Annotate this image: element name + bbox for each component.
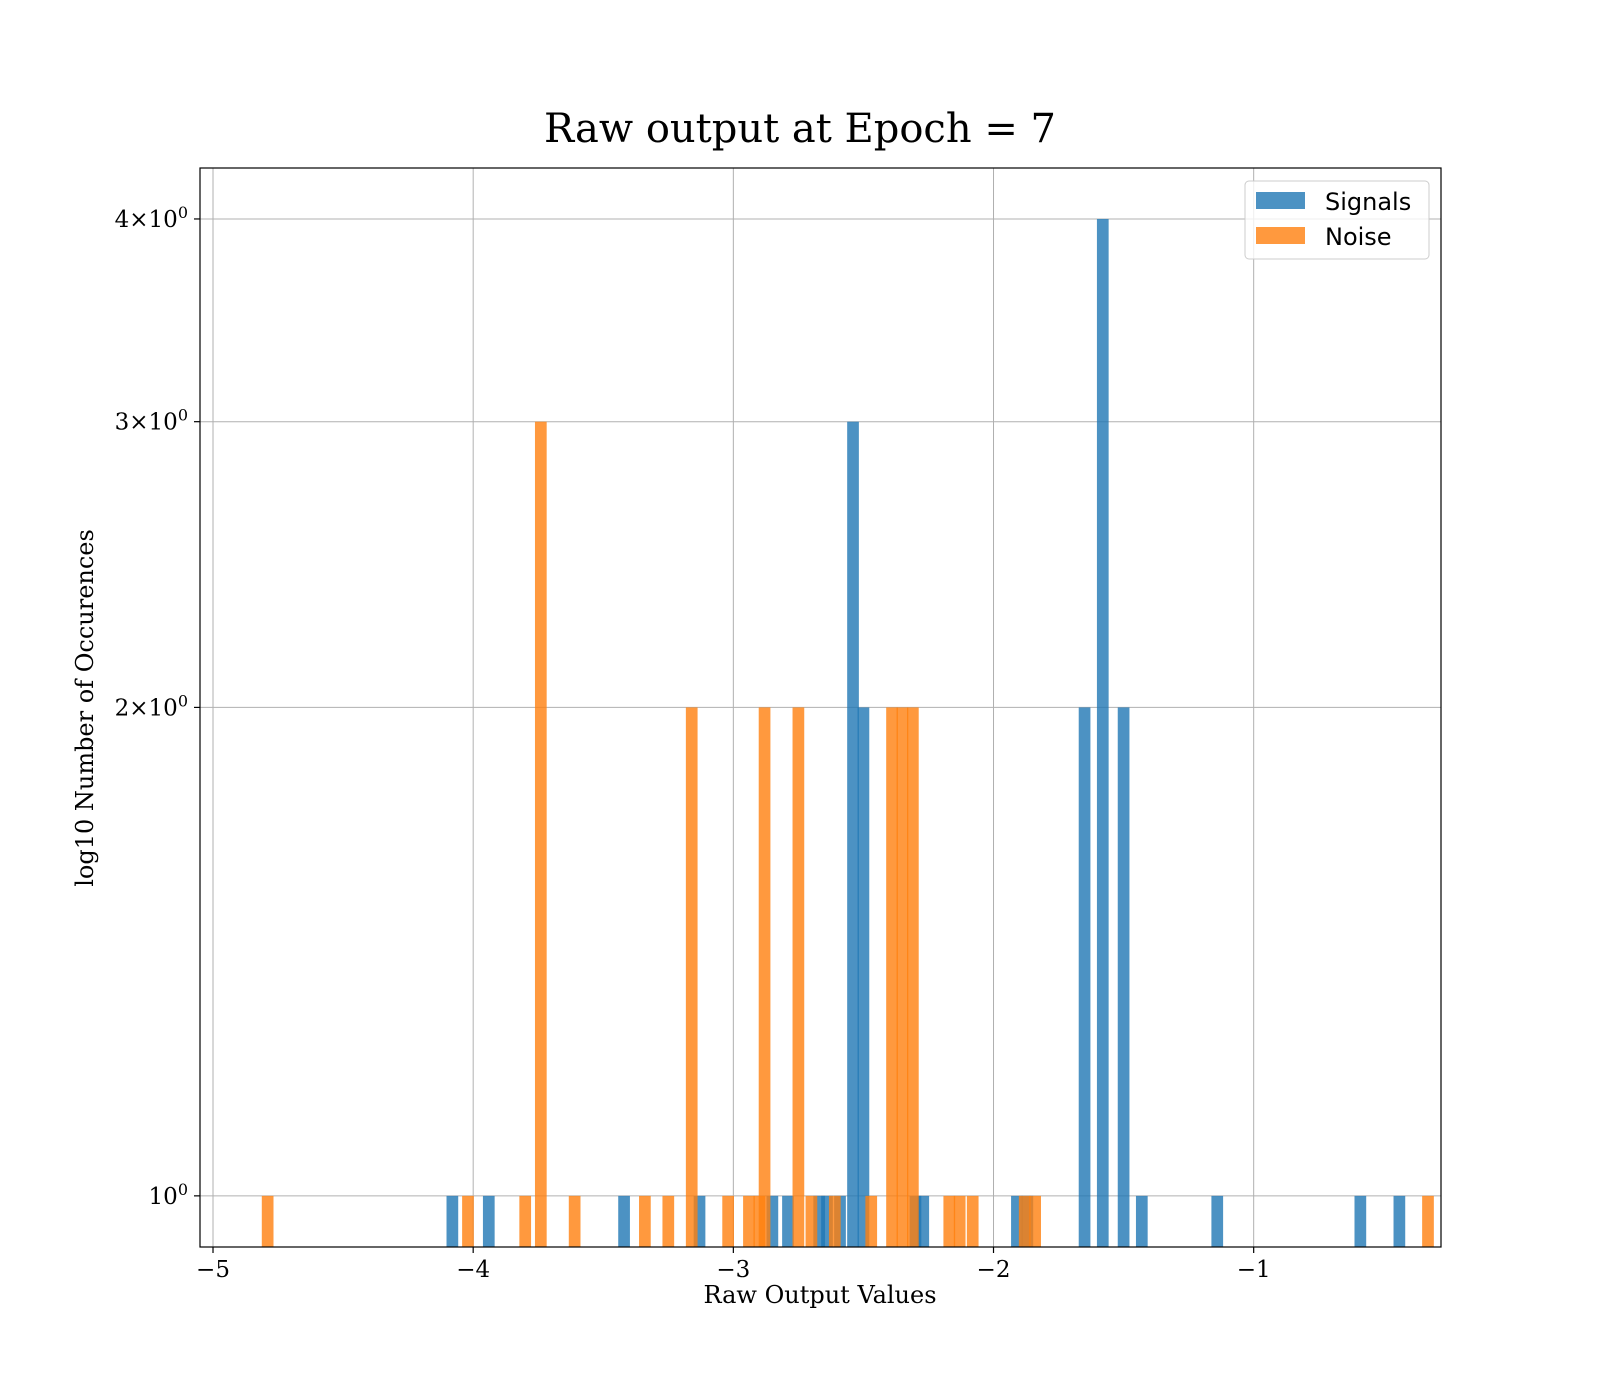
bar-noise [1029,1195,1041,1247]
bar-signals [917,1195,930,1247]
y-axis-label: log10 Number of Occurences [71,529,99,887]
bar-noise [519,1195,532,1247]
bar-noise [462,1195,474,1247]
bar-noise [943,1195,956,1247]
y-axis-ticks: 100 2×100 3×100 4×100 [115,203,200,1210]
bar-signals [766,1195,779,1247]
bar-noise [896,707,909,1247]
bar-signals [1135,1195,1148,1247]
legend: Signals Noise [1244,180,1430,260]
bar-signals [693,1195,706,1247]
histogram-bars [261,218,1434,1247]
legend-label-noise: Noise [1325,223,1392,251]
bar-noise [722,1195,734,1247]
bar-noise [792,707,805,1247]
bar-signals [821,1195,833,1247]
bar-signals [782,1195,794,1247]
x-tick-label: −4 [456,1257,490,1283]
bar-noise [886,707,898,1247]
legend-swatch-signals [1256,192,1305,209]
bar-signals [813,1195,826,1247]
x-axis-label: Raw Output Values [703,1281,936,1309]
x-tick-label: −3 [716,1257,750,1283]
bar-noise [805,1195,818,1247]
bar-signals [1078,707,1091,1247]
bar-noise [534,421,547,1247]
bar-signals [446,1195,459,1247]
x-tick-label: −2 [977,1257,1011,1283]
bar-noise [1422,1195,1434,1247]
bar-noise [743,1195,755,1247]
y-tick-label: 2×100 [115,691,188,721]
y-tick-label: 4×100 [115,203,188,233]
bar-signals [1354,1195,1367,1247]
bar-signals [482,1195,495,1247]
x-tick-label: −1 [1237,1257,1271,1283]
bar-signals [1096,218,1109,1247]
bar-noise [828,1195,841,1247]
bar-noise [758,707,771,1247]
legend-swatch-noise [1256,227,1305,244]
legend-label-signals: Signals [1325,188,1411,216]
bar-signals [618,1195,630,1247]
y-tick-label: 3×100 [115,406,188,436]
x-axis-ticks: −5 −4 −3 −2 −1 [196,1247,1271,1283]
bar-signals [1211,1195,1224,1247]
bar-noise [907,707,919,1247]
bar-noise [662,1195,675,1247]
bar-noise [639,1195,651,1247]
bar-signals [847,421,859,1247]
bar-noise [685,707,698,1247]
y-tick-label: 100 [149,1180,188,1210]
bar-noise [966,1195,979,1247]
bar-signals [1393,1195,1406,1247]
bar-noise [865,1195,878,1247]
bar-noise [1018,1195,1031,1247]
bar-noise [568,1195,581,1247]
bar-noise [953,1195,966,1247]
bar-signals [1117,707,1130,1247]
x-tick-label: −5 [196,1257,230,1283]
bar-signals [857,707,870,1247]
bar-noise [261,1195,274,1247]
chart-title: Raw output at Epoch = 7 [544,106,1056,152]
bar-signals [1011,1195,1023,1247]
